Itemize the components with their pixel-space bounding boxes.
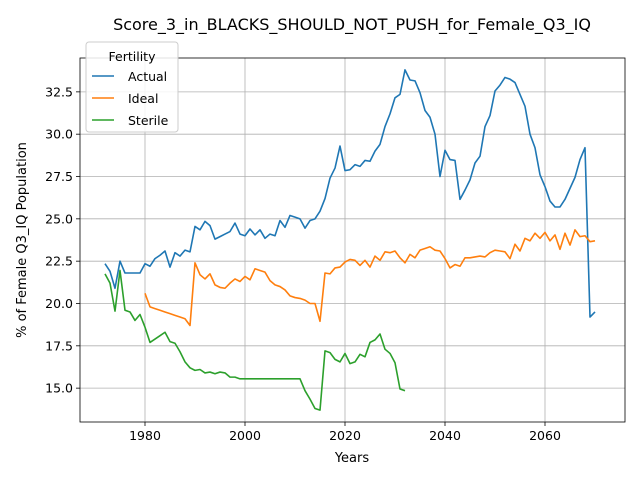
- y-tick-label: 30.0: [45, 127, 73, 142]
- y-tick-label: 17.5: [45, 338, 73, 353]
- legend-box: [85, 41, 179, 133]
- x-tick-label: 1980: [129, 428, 161, 443]
- plot-frame: [79, 57, 626, 423]
- series-lines: [104, 69, 596, 411]
- chart-title: Score_3_in_BLACKS_SHOULD_NOT_PUSH_for_Fe…: [113, 15, 591, 35]
- series-line-ideal: [144, 229, 596, 327]
- legend: Fertility Actual Ideal Sterile: [85, 41, 179, 133]
- x-tick-label: 2020: [329, 428, 361, 443]
- legend-title: Fertility: [109, 49, 157, 64]
- y-tick-label: 15.0: [45, 381, 73, 396]
- legend-label-ideal: Ideal: [128, 91, 158, 106]
- x-tick-label: 2040: [429, 428, 461, 443]
- y-axis-title: % of Female Q3_IQ Population: [15, 142, 30, 338]
- x-tick-label: 2000: [229, 428, 261, 443]
- y-tick-label: 32.5: [45, 84, 73, 99]
- series-line-actual: [104, 69, 596, 318]
- y-tick-label: 25.0: [45, 211, 73, 226]
- y-tick-label: 27.5: [45, 169, 73, 184]
- y-tick-label: 22.5: [45, 254, 73, 269]
- legend-label-actual: Actual: [128, 69, 167, 84]
- x-tick-label: 2060: [529, 428, 561, 443]
- grid-lines: [80, 58, 625, 422]
- x-axis-title: Years: [334, 451, 370, 466]
- legend-label-sterile: Sterile: [128, 113, 169, 128]
- series-line-sterile: [104, 269, 406, 411]
- y-tick-label: 20.0: [45, 296, 73, 311]
- axis-ticks: 1980 2000 2020 2040 2060 15.0 17.5 20.0 22.5 25.0…: [45, 84, 561, 443]
